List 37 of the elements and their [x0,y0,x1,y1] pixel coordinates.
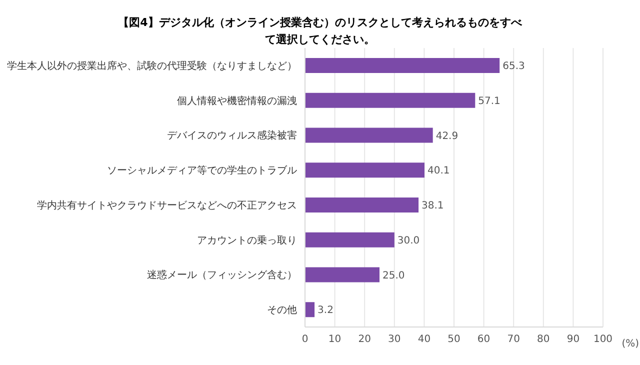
data-label: 40.1 [428,166,450,177]
bar [305,267,380,282]
data-label: 25.0 [382,270,405,282]
data-label: 30.0 [397,235,420,246]
x-tick-label: 60 [477,334,490,346]
x-tick-label: 90 [566,334,580,346]
chart-title: 【図4】デジタル化（オンライン授業含む）のリスクとして考えられるものをすべて選択してください。 [117,15,523,48]
y-tick-label: 迷惑メール（フィッシング含む） [147,269,297,282]
y-tick-label: 学生本人以外の授業出席や、試験の代理受験（なりすましなど） [7,60,297,72]
bar [305,128,433,143]
y-tick-label: 学内共有サイトやクラウドサービスなどへの不正アクセス [37,199,297,212]
x-tick-label: 20 [358,334,371,346]
data-label: 3.2 [318,305,334,316]
x-tick-label: 50 [448,334,460,346]
bar [305,232,394,248]
x-tick-label: 10 [328,334,342,346]
x-tick-label: 70 [507,334,520,346]
y-tick-label: ソーシャルメディア等での学生のトラブル [107,164,297,177]
y-tick-label: その他 [267,304,297,316]
y-tick-label: デバイスのウィルス感染被害 [167,130,297,142]
data-label: 38.1 [422,200,444,212]
y-tick-label: アカウントの乗っ取り [197,234,297,246]
bar [305,302,315,318]
x-tick-label: 0 [302,334,308,346]
bar [305,198,419,212]
bar [305,162,424,178]
x-tick-label: 40 [418,334,431,346]
data-label: 65.3 [502,61,525,72]
data-label: 57.1 [478,96,500,107]
bar [305,92,476,108]
bar [305,58,500,73]
x-tick-label: 100 [593,334,613,346]
data-label: 42.9 [436,130,458,142]
x-tick-label: 80 [537,334,550,346]
y-tick-label: 個人情報や機密情報の漏洩 [177,94,297,107]
x-tick-label: 30 [388,334,401,346]
x-axis-title: (%) [622,338,640,350]
